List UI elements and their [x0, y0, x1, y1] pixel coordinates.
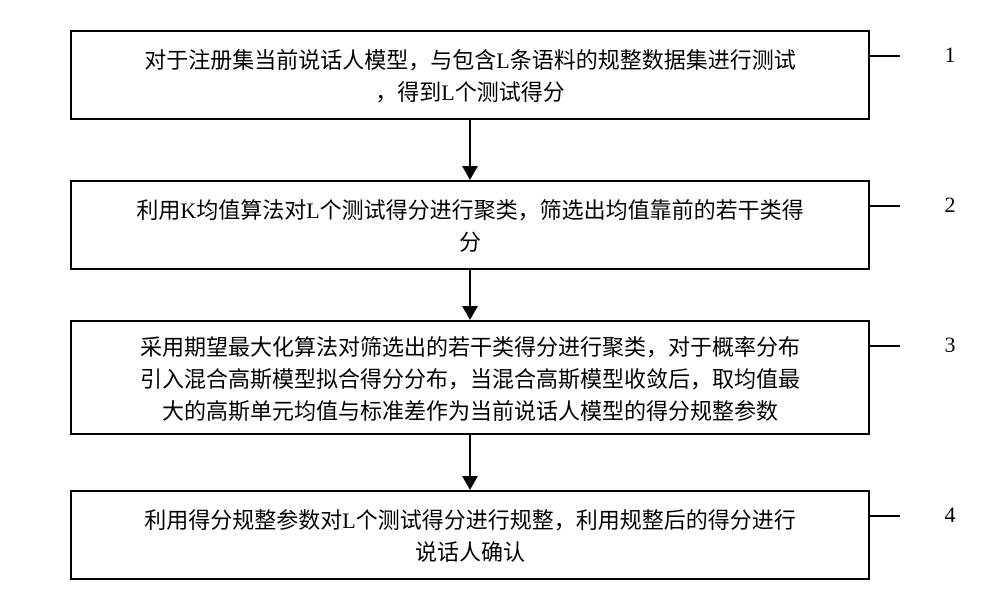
flow-box-text: 利用得分规整参数对L个测试得分进行规整，利用规整后的得分进行 说话人确认 — [132, 497, 807, 573]
arrow-head-icon — [462, 306, 478, 320]
leader-line — [870, 345, 900, 347]
flow-box-step2: 利用K均值算法对L个测试得分进行聚类，筛选出均值靠前的若干类得 分 — [70, 180, 870, 270]
arrow-line — [469, 120, 471, 166]
step-label: 3 — [920, 332, 980, 358]
leader-line — [870, 205, 900, 207]
arrow-connector — [462, 270, 478, 320]
flow-box-text: 采用期望最大化算法对筛选出的若干类得分进行聚类，对于概率分布 引入混合高斯模型拟… — [128, 324, 812, 432]
step-label: 2 — [920, 192, 980, 218]
flow-box-text: 利用K均值算法对L个测试得分进行聚类，筛选出均值靠前的若干类得 分 — [124, 187, 815, 263]
arrow-head-icon — [462, 476, 478, 490]
arrow-connector — [462, 435, 478, 490]
flowchart-canvas: 对于注册集当前说话人模型，与包含L条语料的规整数据集进行测试 ，得到L个测试得分… — [0, 0, 1000, 600]
leader-line — [870, 55, 900, 57]
step-label: 1 — [920, 42, 980, 68]
arrow-head-icon — [462, 166, 478, 180]
arrow-line — [469, 435, 471, 476]
leader-line — [870, 515, 900, 517]
arrow-connector — [462, 120, 478, 180]
arrow-line — [469, 270, 471, 306]
flow-box-text: 对于注册集当前说话人模型，与包含L条语料的规整数据集进行测试 ，得到L个测试得分 — [132, 37, 807, 113]
flow-box-step4: 利用得分规整参数对L个测试得分进行规整，利用规整后的得分进行 说话人确认 — [70, 490, 870, 580]
flow-box-step3: 采用期望最大化算法对筛选出的若干类得分进行聚类，对于概率分布 引入混合高斯模型拟… — [70, 320, 870, 435]
flow-box-step1: 对于注册集当前说话人模型，与包含L条语料的规整数据集进行测试 ，得到L个测试得分 — [70, 30, 870, 120]
step-label: 4 — [920, 502, 980, 528]
